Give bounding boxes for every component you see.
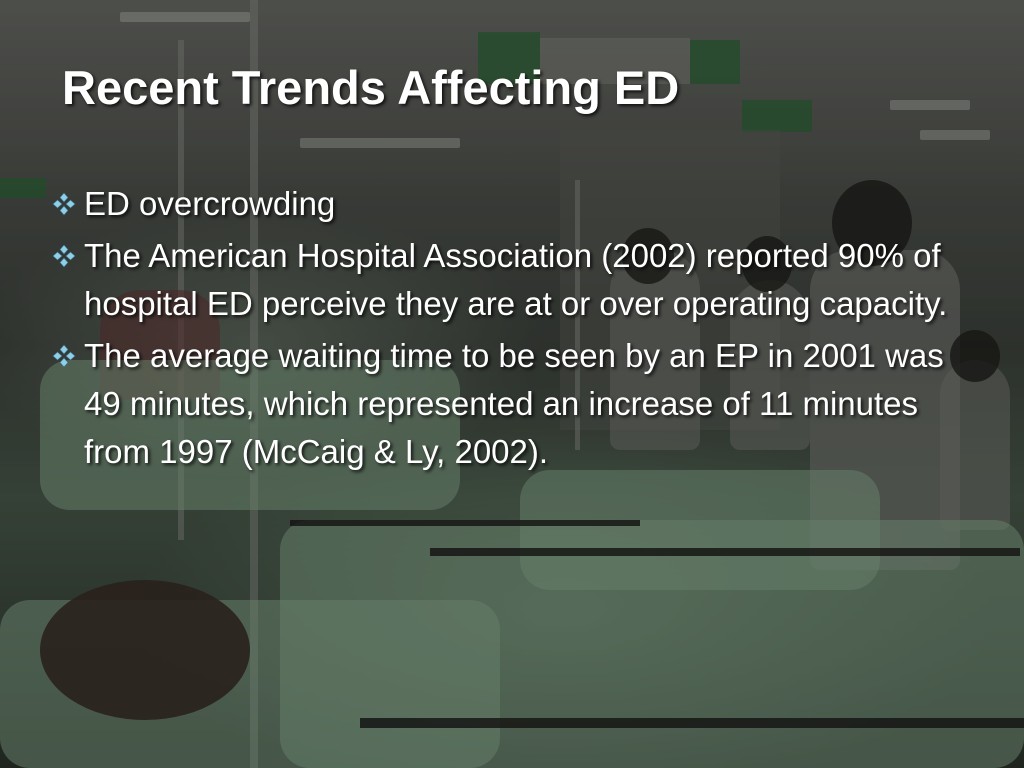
- green-sign: [0, 178, 46, 198]
- bullet-text: ED overcrowding: [84, 185, 336, 222]
- person-head: [832, 180, 912, 266]
- diamond-bullet-icon: [52, 344, 76, 368]
- person-head: [622, 228, 674, 284]
- bullet-list: ED overcrowding The American Hospital As…: [48, 180, 958, 480]
- patient-bed: [520, 470, 880, 590]
- ceiling: [0, 0, 1024, 190]
- bullet-item: The average waiting time to be seen by a…: [48, 332, 958, 476]
- person: [940, 360, 1010, 530]
- green-sign: [478, 32, 540, 84]
- person: [610, 250, 700, 450]
- diamond-bullet-icon: [52, 192, 76, 216]
- bed-rail: [290, 520, 640, 526]
- person-head: [742, 236, 792, 292]
- iv-pole: [575, 180, 580, 450]
- green-sign: [690, 40, 740, 84]
- bullet-item: The American Hospital Association (2002)…: [48, 232, 958, 328]
- bed-rail: [430, 548, 1020, 556]
- bullet-text: The American Hospital Association (2002)…: [84, 237, 948, 322]
- patient-head: [40, 580, 250, 720]
- slide-title: Recent Trends Affecting ED: [62, 61, 680, 114]
- green-sign: [742, 100, 812, 132]
- bed-rail: [360, 718, 1024, 728]
- hospital-sign: [540, 38, 690, 84]
- diamond-bullet-icon: [52, 244, 76, 268]
- ceiling-light: [920, 130, 990, 140]
- ceiling-light: [300, 138, 460, 148]
- person-head: [950, 330, 1000, 382]
- bullet-text: The average waiting time to be seen by a…: [84, 337, 944, 470]
- ceiling-light: [890, 100, 970, 110]
- person: [730, 280, 810, 450]
- patient-bed: [40, 360, 460, 510]
- bullet-item: ED overcrowding: [48, 180, 958, 228]
- ceiling-light: [120, 12, 250, 22]
